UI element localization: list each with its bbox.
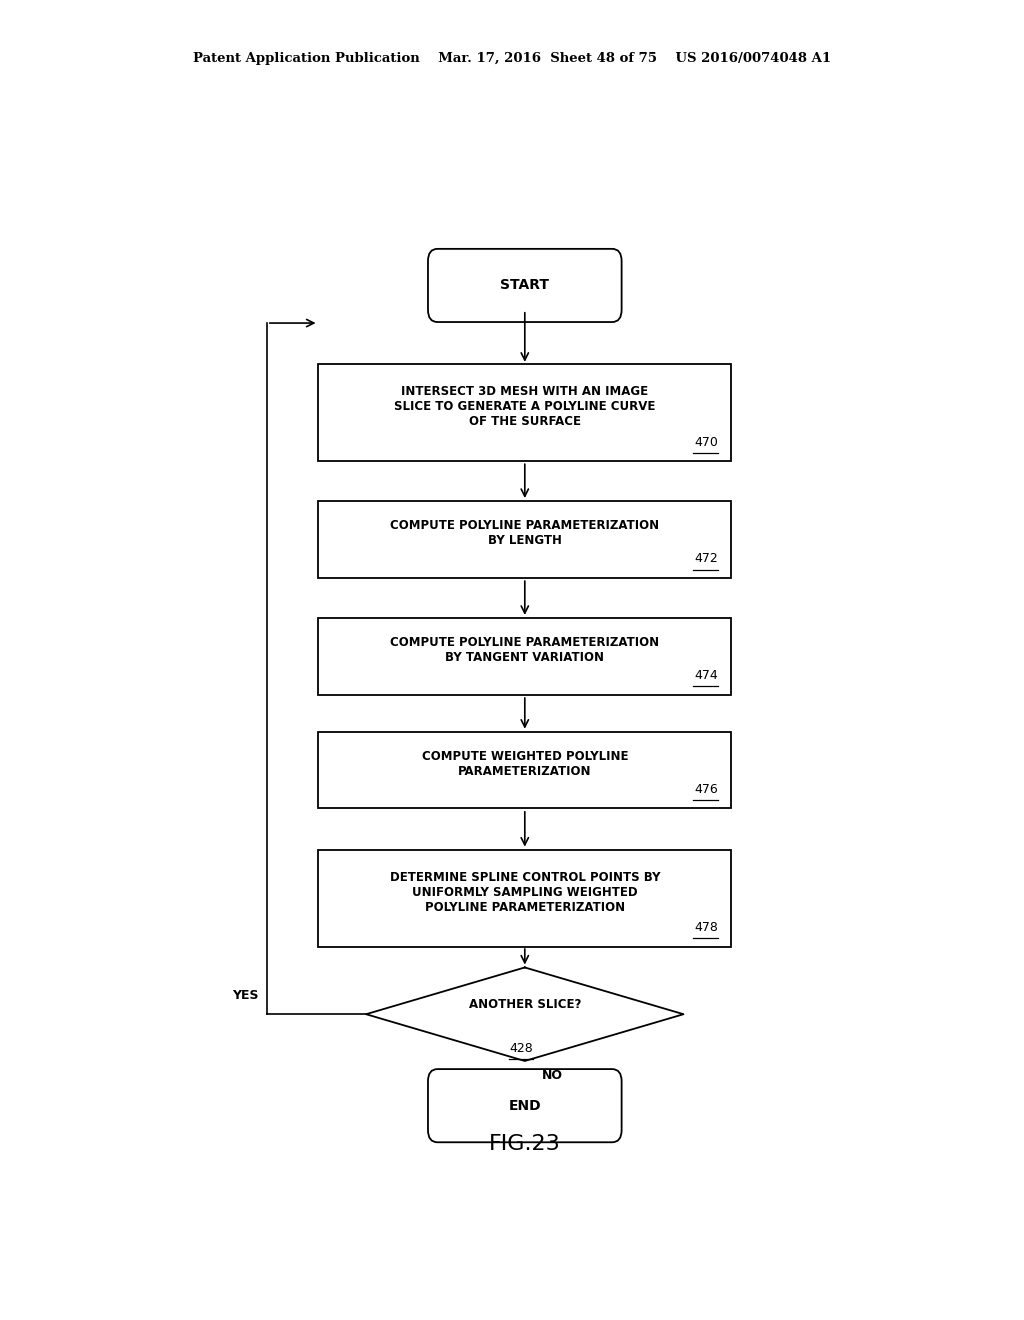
FancyBboxPatch shape [318,502,731,578]
FancyBboxPatch shape [318,850,731,946]
FancyBboxPatch shape [428,1069,622,1142]
Polygon shape [367,968,684,1061]
Text: NO: NO [543,1069,563,1082]
Text: 476: 476 [694,783,719,796]
Text: END: END [509,1098,541,1113]
Text: 474: 474 [694,669,719,682]
Text: COMPUTE WEIGHTED POLYLINE
PARAMETERIZATION: COMPUTE WEIGHTED POLYLINE PARAMETERIZATI… [422,750,628,779]
Text: DETERMINE SPLINE CONTROL POINTS BY
UNIFORMLY SAMPLING WEIGHTED
POLYLINE PARAMETE: DETERMINE SPLINE CONTROL POINTS BY UNIFO… [389,871,660,913]
Text: YES: YES [232,989,259,1002]
FancyBboxPatch shape [428,249,622,322]
Text: 428: 428 [509,1041,532,1055]
Text: FIG.23: FIG.23 [488,1134,561,1154]
Text: ANOTHER SLICE?: ANOTHER SLICE? [469,998,581,1011]
FancyBboxPatch shape [318,733,731,808]
Text: Patent Application Publication    Mar. 17, 2016  Sheet 48 of 75    US 2016/00740: Patent Application Publication Mar. 17, … [193,51,831,65]
Text: 472: 472 [694,553,719,565]
Text: 478: 478 [694,921,719,935]
Text: INTERSECT 3D MESH WITH AN IMAGE
SLICE TO GENERATE A POLYLINE CURVE
OF THE SURFAC: INTERSECT 3D MESH WITH AN IMAGE SLICE TO… [394,385,655,428]
FancyBboxPatch shape [318,364,731,461]
Text: COMPUTE POLYLINE PARAMETERIZATION
BY LENGTH: COMPUTE POLYLINE PARAMETERIZATION BY LEN… [390,520,659,548]
Text: START: START [501,279,549,293]
Text: COMPUTE POLYLINE PARAMETERIZATION
BY TANGENT VARIATION: COMPUTE POLYLINE PARAMETERIZATION BY TAN… [390,636,659,664]
FancyBboxPatch shape [318,618,731,694]
Text: 470: 470 [694,436,719,449]
